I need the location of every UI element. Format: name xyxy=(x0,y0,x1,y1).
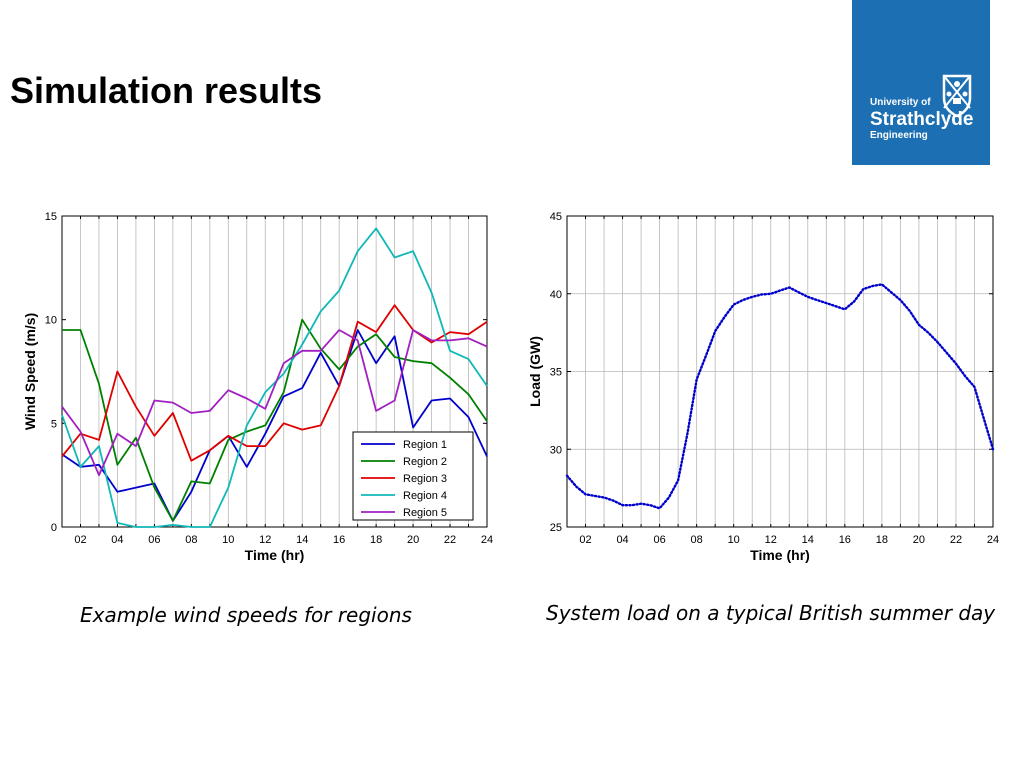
x-tick-label: 04 xyxy=(111,534,123,546)
plot-frame xyxy=(566,215,994,528)
legend-box xyxy=(352,431,474,521)
x-tick-label: 06 xyxy=(653,534,665,546)
x-tick-label: 24 xyxy=(987,534,999,546)
x-tick-label: 08 xyxy=(185,534,197,546)
y-tick-label: 35 xyxy=(550,367,562,379)
y-tick-label: 10 xyxy=(45,315,57,327)
logo-text-strathclyde: Strathclyde xyxy=(870,109,974,130)
x-tick-label: 14 xyxy=(802,534,814,546)
series-line-region-5 xyxy=(61,329,488,477)
x-tick-label: 02 xyxy=(579,534,591,546)
series-line-region-4 xyxy=(61,227,488,528)
y-tick-label: 0 xyxy=(51,522,57,534)
y-tick-label: 30 xyxy=(550,444,562,456)
x-tick-label: 08 xyxy=(691,534,703,546)
legend-label-region-3: Region 3 xyxy=(403,473,447,485)
series-line-region-2 xyxy=(62,318,488,522)
y-tick-label: 25 xyxy=(550,522,562,534)
x-tick-label: 22 xyxy=(950,534,962,546)
x-axis-label: Time (hr) xyxy=(750,547,810,563)
x-tick-label: 22 xyxy=(444,534,456,546)
legend-label-region-4: Region 4 xyxy=(403,490,447,502)
x-tick-label: 24 xyxy=(481,534,493,546)
y-tick-label: 5 xyxy=(51,418,57,430)
y-tick-label: 45 xyxy=(550,211,562,223)
university-crest-icon xyxy=(942,74,972,118)
y-axis-label: Load (GW) xyxy=(527,336,543,407)
x-tick-label: 06 xyxy=(148,534,160,546)
legend-label-region-1: Region 1 xyxy=(403,439,447,451)
x-tick-label: 20 xyxy=(913,534,925,546)
legend-label-region-2: Region 2 xyxy=(403,456,447,468)
y-tick-label: 15 xyxy=(45,211,57,223)
y-axis-label: Wind Speed (m/s) xyxy=(22,313,38,430)
x-tick-label: 16 xyxy=(333,534,345,546)
logo-text-university-of: University of xyxy=(870,97,931,108)
wind-speed-chart: 0 5 10 15 02 04 06 08 10 12 14 16 18 20 22 24 Time (hr) W… xyxy=(22,211,493,563)
x-tick-label: 10 xyxy=(728,534,740,546)
x-tick-label: 16 xyxy=(839,534,851,546)
x-tick-label: 02 xyxy=(74,534,86,546)
x-tick-label: 10 xyxy=(222,534,234,546)
system-load-chart: 25 30 35 40 45 02 04 06 08 10 12 14 16 18 20 22 24 Time (… xyxy=(527,211,999,563)
x-tick-label: 20 xyxy=(407,534,419,546)
y-tick-label: 40 xyxy=(550,289,562,301)
logo-text-engineering: Engineering xyxy=(870,130,928,141)
x-tick-label: 18 xyxy=(370,534,382,546)
x-tick-label: 12 xyxy=(259,534,271,546)
x-axis-label: Time (hr) xyxy=(245,547,305,563)
x-tick-label: 18 xyxy=(876,534,888,546)
legend-label-region-5: Region 5 xyxy=(403,507,447,519)
caption-system-load: System load on a typical British summer … xyxy=(546,601,996,625)
plot-frame xyxy=(61,215,488,528)
caption-wind-speeds: Example wind speeds for regions xyxy=(80,603,412,627)
university-logo: University of Strathclyde Engineering xyxy=(852,0,990,165)
series-line-region-1 xyxy=(61,329,488,522)
series-line-load xyxy=(565,283,995,510)
x-tick-label: 12 xyxy=(765,534,777,546)
page-title: Simulation results xyxy=(10,70,323,111)
x-tick-label: 04 xyxy=(616,534,628,546)
x-tick-label: 14 xyxy=(296,534,308,546)
